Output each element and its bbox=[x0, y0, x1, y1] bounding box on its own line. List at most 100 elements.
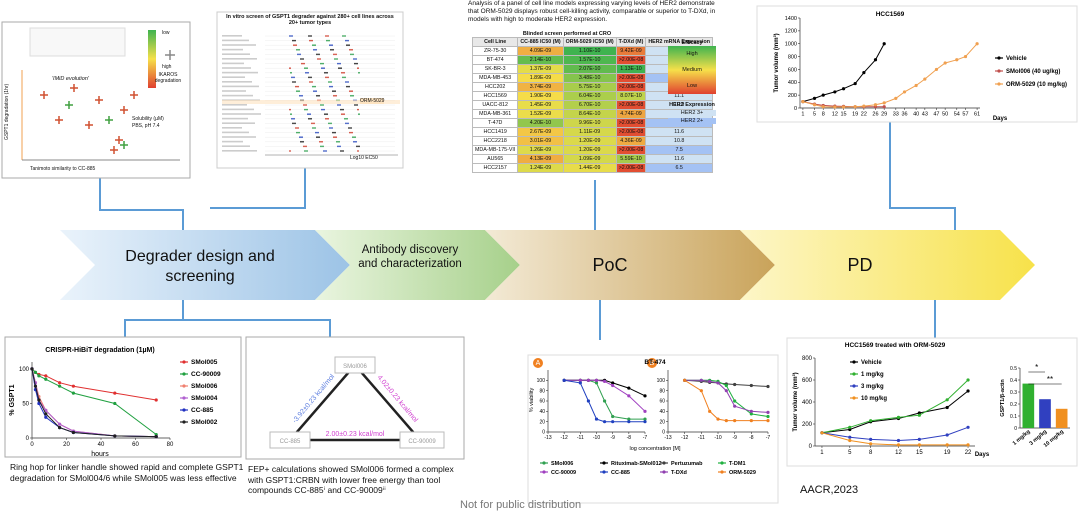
table-cell: HCC2157 bbox=[471, 163, 519, 173]
dot bbox=[351, 48, 353, 51]
dot bbox=[310, 117, 312, 120]
x-tick-label: -12 bbox=[561, 435, 568, 441]
dot bbox=[325, 150, 327, 152]
data-point bbox=[848, 438, 852, 443]
dot bbox=[352, 136, 354, 139]
data-point bbox=[848, 427, 852, 432]
dot bbox=[292, 122, 294, 125]
dot bbox=[297, 53, 299, 56]
stage-label: PoC bbox=[592, 255, 628, 275]
x-tick-label: 1 bbox=[801, 112, 804, 118]
dot bbox=[316, 94, 318, 97]
dot bbox=[332, 48, 334, 51]
data-point bbox=[71, 430, 75, 435]
row-label-bar bbox=[222, 44, 256, 46]
table-cell: 1.52E-09 bbox=[517, 109, 564, 119]
data-point bbox=[841, 87, 846, 91]
data-point bbox=[766, 384, 770, 389]
data-point bbox=[934, 67, 939, 72]
data-point bbox=[917, 437, 921, 441]
y-tick-label: 60 bbox=[539, 399, 545, 405]
data-point bbox=[611, 414, 615, 419]
text-label: % viability bbox=[529, 388, 535, 413]
ic50-table: Cell Line CC-885 IC50 (M) ORM-5029 IC50 (M… bbox=[471, 37, 713, 173]
data-point bbox=[749, 412, 753, 416]
marker-group bbox=[65, 101, 128, 149]
data-point bbox=[594, 381, 599, 385]
data-point bbox=[578, 378, 582, 382]
data-point bbox=[873, 103, 878, 107]
legend-label: SMol006 bbox=[191, 383, 218, 390]
table-cell: ZR-75-30 bbox=[471, 46, 519, 56]
node-box bbox=[334, 356, 376, 374]
data-point bbox=[699, 389, 703, 393]
dot bbox=[315, 90, 317, 93]
dot bbox=[342, 108, 344, 111]
dot bbox=[310, 35, 312, 37]
dot bbox=[339, 145, 341, 148]
x-tick-label: 19 bbox=[944, 450, 951, 456]
dot bbox=[313, 122, 315, 125]
dot bbox=[293, 44, 295, 47]
data-point bbox=[917, 413, 921, 417]
dot bbox=[323, 67, 325, 70]
table-cell: 4.09E-09 bbox=[517, 46, 564, 56]
legend-label: SMol005 bbox=[191, 359, 218, 366]
dot bbox=[321, 67, 323, 70]
dot bbox=[358, 71, 360, 74]
data-point bbox=[833, 105, 837, 109]
data-point bbox=[873, 58, 878, 62]
table-cell: 1.89E-09 bbox=[517, 73, 564, 83]
table-cell: 1.13E-10 bbox=[615, 64, 647, 74]
legend-label: T-DM1 bbox=[729, 461, 746, 467]
table-cell: 4.36E-09 bbox=[615, 136, 647, 146]
dot bbox=[303, 145, 305, 148]
dot bbox=[351, 90, 353, 93]
dot bbox=[341, 71, 343, 74]
dot bbox=[326, 71, 328, 74]
dot bbox=[329, 127, 331, 129]
dot bbox=[322, 104, 324, 106]
header-cell: Cell Line bbox=[471, 37, 519, 47]
legend-marker bbox=[182, 420, 186, 424]
table-cell: MDA-MB-453 bbox=[471, 73, 519, 83]
table-cell: SK-BR-3 bbox=[471, 64, 519, 74]
panel-label: A bbox=[536, 360, 541, 367]
dot bbox=[334, 131, 336, 134]
x-tick-label: 61 bbox=[974, 112, 980, 118]
dot bbox=[308, 35, 310, 37]
dot bbox=[349, 90, 351, 93]
color-scale bbox=[148, 30, 156, 88]
dot bbox=[289, 35, 291, 37]
dot bbox=[314, 127, 316, 129]
dot bbox=[313, 90, 315, 93]
table-cell: 6.04E-10 bbox=[562, 91, 617, 101]
legend-marker bbox=[852, 396, 856, 400]
y-tick-label: 800 bbox=[788, 54, 797, 60]
y-tick-label: 50 bbox=[22, 401, 29, 407]
dot bbox=[348, 127, 350, 129]
data-point bbox=[58, 426, 62, 430]
dot bbox=[347, 122, 349, 125]
dot bbox=[304, 108, 306, 111]
x-tick-label: 33 bbox=[893, 112, 899, 118]
dot bbox=[314, 85, 316, 88]
y-tick-label: 0 bbox=[1014, 426, 1017, 432]
table-row: AU565 4.13E-09 1.09E-09 5.59E-10 11.6 bbox=[471, 154, 713, 164]
stage-label: Degrader design and screening bbox=[125, 248, 275, 285]
x-tick-label: 40 bbox=[98, 442, 105, 448]
x-tick-label: 1 bbox=[820, 450, 824, 456]
dot bbox=[319, 140, 321, 143]
stage-arrow bbox=[740, 230, 1035, 300]
dot bbox=[302, 58, 304, 60]
data-point bbox=[862, 104, 866, 108]
table-row: MDA-MB-175-VII 1.26E-09 1.20E-09 >2.00E-08 7… bbox=[471, 145, 713, 155]
legend-marker bbox=[662, 470, 666, 474]
dot bbox=[356, 62, 358, 65]
connector bbox=[183, 319, 331, 337]
dot bbox=[355, 58, 357, 60]
dot bbox=[342, 150, 344, 152]
table-cell: 2.07E-10 bbox=[562, 64, 617, 74]
data-point bbox=[821, 105, 825, 109]
